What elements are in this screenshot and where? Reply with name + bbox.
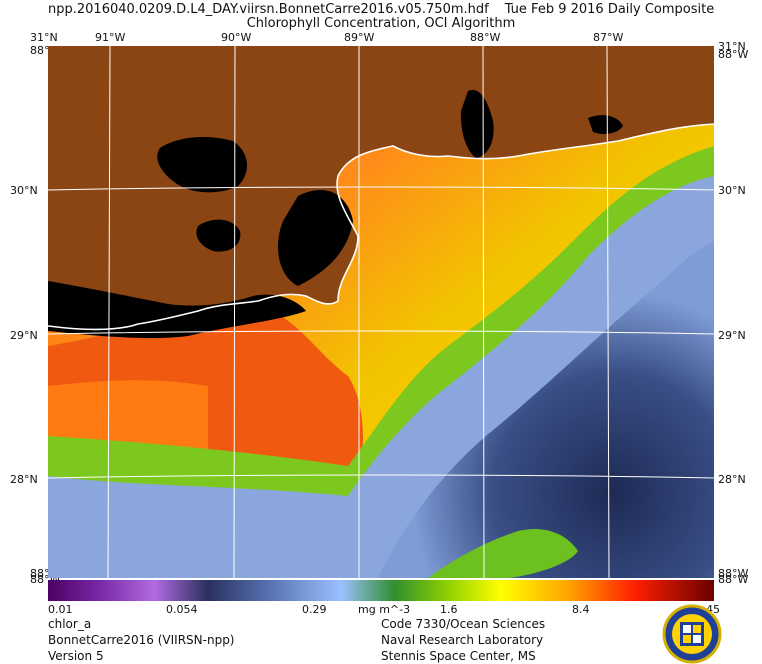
image-subtitle: Chlorophyll Concentration, OCI Algorithm (246, 16, 516, 31)
lat-label-left-28: 28°N (10, 473, 38, 486)
footer-left: chlor_a BonnetCarre2016 (VIIRSN-npp) Ver… (48, 616, 235, 664)
lon-label-top-87: 87°W (593, 31, 624, 44)
dataset-name: BonnetCarre2016 (VIIRSN-npp) (48, 633, 235, 647)
corner-top-right-lat: 31°N (718, 40, 746, 53)
land-mass (48, 46, 714, 330)
lon-label-top-89: 89°W (344, 31, 375, 44)
lake-pontchartrain (157, 136, 248, 193)
org-code: Code 7330/Ocean Sciences (381, 617, 546, 631)
coastal-marsh-west (48, 281, 306, 339)
corner-top-right-lon: 88°W (718, 48, 749, 61)
cb-tick-4: 8.4 (572, 603, 590, 616)
lon-label-top-91: 91°W (95, 31, 126, 44)
parallel-30n (48, 186, 714, 191)
colorbar-gradient (48, 580, 714, 601)
lat-label-left-30: 30°N (10, 184, 38, 197)
date-text: Tue Feb 9 2016 Daily Composite (504, 2, 715, 17)
lat-label-left-29: 29°N (10, 329, 38, 342)
cb-tick-0: 0.01 (48, 603, 73, 616)
org-location: Stennis Space Center, MS (381, 649, 536, 663)
marsh-area-2 (278, 190, 353, 286)
nrl-seal-icon (662, 604, 722, 664)
version-text: Version 5 (48, 649, 104, 663)
lat-label-right-28: 28°N (718, 473, 746, 486)
meridian-90w (233, 46, 236, 578)
corner-top-left-label: 31°N (30, 31, 58, 44)
coastline (48, 123, 714, 331)
lon-label-top-88: 88°W (470, 31, 501, 44)
corner-bottom-right-lat: 88°W (718, 567, 749, 580)
image-title: npp.2016040.0209.D.L4_DAY.viirsn.BonnetC… (48, 2, 714, 17)
graticule (48, 46, 714, 578)
pensacola-bay (588, 115, 623, 134)
variable-name: chlor_a (48, 617, 92, 631)
parallel-28n (48, 474, 714, 479)
org-name: Naval Research Laboratory (381, 633, 544, 647)
lat-label-right-29: 29°N (718, 329, 746, 342)
lat-label-right-30: 30°N (718, 184, 746, 197)
chlorophyll-map (48, 46, 714, 578)
cb-tick-3: 1.6 (440, 603, 458, 616)
lon-label-top-90: 90°W (221, 31, 252, 44)
meridian-91w (107, 46, 111, 578)
meridian-87w (606, 46, 610, 578)
green-patch-south (428, 528, 578, 578)
cb-tick-1: 0.054 (166, 603, 198, 616)
filename-text: npp.2016040.0209.D.L4_DAY.viirsn.BonnetC… (48, 2, 489, 17)
corner-bottom-right-lon: 88°W (718, 573, 749, 586)
cb-tick-2: 0.29 (302, 603, 327, 616)
deep-water-region (378, 241, 714, 578)
mobile-bay (460, 90, 494, 158)
cb-unit: mg m^-3 (358, 603, 411, 616)
meridian-88w (482, 46, 485, 578)
footer-right: Code 7330/Ocean Sciences Naval Research … (381, 616, 545, 664)
parallel-29n (48, 330, 714, 335)
marsh-area-1 (196, 219, 241, 252)
colorbar (48, 580, 714, 601)
